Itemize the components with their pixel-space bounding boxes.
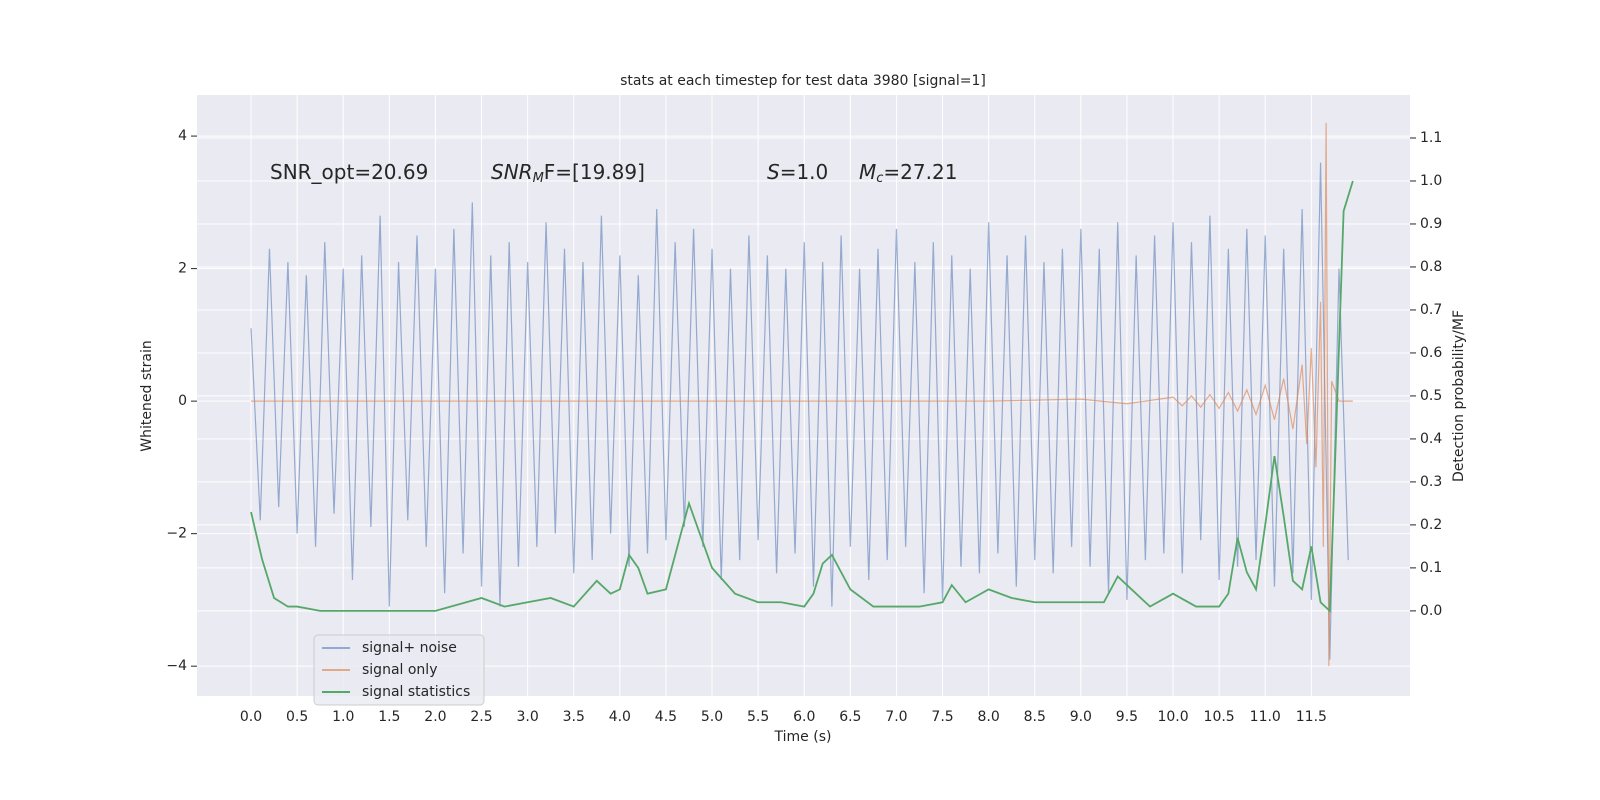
legend-label: signal only — [362, 662, 437, 678]
annotation-part: =1.0 — [780, 160, 829, 184]
x-tick-label: 4.0 — [609, 709, 631, 725]
x-tick-label: 6.0 — [793, 709, 815, 725]
y2-tick-label: 0.3 — [1420, 474, 1442, 490]
x-tick-label: 6.5 — [839, 709, 861, 725]
annotation-part: =27.21 — [883, 160, 957, 184]
y2-tick-label: 0.8 — [1420, 259, 1442, 275]
x-tick-label: 2.5 — [470, 709, 492, 725]
annotation: Mc=27.21 — [859, 160, 957, 186]
x-tick-label: 3.0 — [517, 709, 539, 725]
annotations: SNR_opt=20.69 SNRMF=[19.89] S=1.0 Mc=27.21 — [270, 160, 957, 186]
y2-tick-label: 1.1 — [1420, 130, 1442, 146]
x-tick-label: 5.5 — [747, 709, 769, 725]
y2-tick-label: 0.4 — [1420, 431, 1442, 447]
y-tick-label: −4 — [166, 658, 187, 674]
x-tick-label: 8.0 — [978, 709, 1000, 725]
annotation-part: M — [533, 171, 544, 186]
y2-tick-label: 0.0 — [1420, 603, 1442, 619]
x-tick-label: 0.0 — [240, 709, 262, 725]
x-tick-label: 4.5 — [655, 709, 677, 725]
x-tick-label: 10.0 — [1157, 709, 1188, 725]
x-tick-label: 7.0 — [885, 709, 907, 725]
annotation: SNR_opt=20.69 — [270, 160, 428, 184]
y-tick-label: 2 — [178, 261, 187, 277]
legend-label: signal statistics — [362, 684, 470, 700]
y-tick-label: 0 — [178, 393, 187, 409]
x-tick-label: 11.5 — [1296, 709, 1327, 725]
x-tick-label: 7.5 — [931, 709, 953, 725]
x-tick-label: 10.5 — [1204, 709, 1235, 725]
annotation: S=1.0 — [767, 160, 828, 184]
legend-label: signal+ noise — [362, 640, 457, 656]
annotation: SNRMF=[19.89] — [491, 160, 645, 186]
x-tick-label: 1.5 — [378, 709, 400, 725]
y-axis-label: Whitened strain — [139, 340, 155, 451]
y2-tick-label: 0.5 — [1420, 388, 1442, 404]
y2-tick-label: 0.6 — [1420, 345, 1442, 361]
y2-tick-label: 0.9 — [1420, 216, 1442, 232]
series-line — [251, 122, 1353, 667]
legend-box — [313, 634, 485, 706]
annotation-part: SNR — [491, 160, 533, 184]
x-tick-label: 0.5 — [286, 709, 308, 725]
x-tick-label: 9.0 — [1070, 709, 1092, 725]
annotation-part: c — [876, 171, 883, 186]
y2-tick-label: 0.1 — [1420, 560, 1442, 576]
annotation-part: M — [859, 160, 876, 184]
x-tick-label: 1.0 — [332, 709, 354, 725]
chart-title: stats at each timestep for test data 398… — [620, 73, 986, 89]
legend: signal+ noise signal only signal statistic… — [313, 634, 485, 706]
annotation-part: SNR_opt=20.69 — [270, 160, 428, 184]
y2-tick-label: 1.0 — [1420, 173, 1442, 189]
x-axis-label: Time (s) — [774, 729, 832, 745]
x-tick-label: 11.0 — [1250, 709, 1281, 725]
x-tick-label: 2.0 — [424, 709, 446, 725]
x-tick-label: 3.5 — [563, 709, 585, 725]
y2-axis-label: Detection probability/MF — [1451, 310, 1467, 482]
x-tick-label: 8.5 — [1024, 709, 1046, 725]
marks — [250, 122, 1354, 667]
y-tick-label: −2 — [166, 526, 187, 542]
y2-tick-label: 0.2 — [1420, 517, 1442, 533]
annotation-part: S — [767, 160, 780, 184]
y-tick-label: 4 — [178, 128, 187, 144]
series-line — [250, 162, 1349, 660]
x-tick-label: 9.5 — [1116, 709, 1138, 725]
y2-tick-label: 0.7 — [1420, 302, 1442, 318]
annotation-part: F=[19.89] — [544, 160, 645, 184]
x-tick-label: 5.0 — [701, 709, 723, 725]
series-line — [250, 180, 1354, 613]
